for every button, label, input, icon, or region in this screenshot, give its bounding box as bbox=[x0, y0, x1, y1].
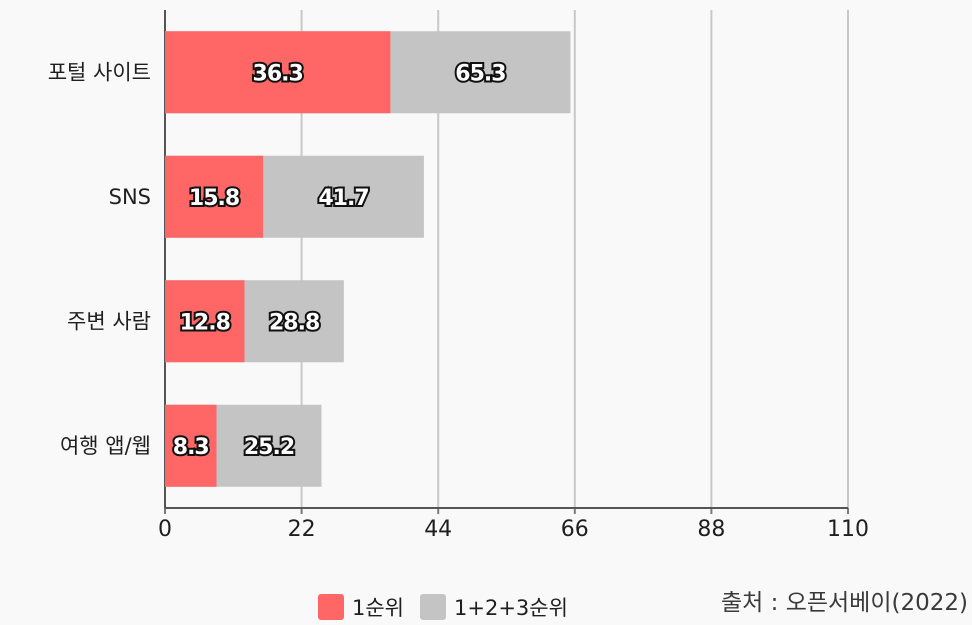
bar-first-2 bbox=[165, 280, 245, 363]
bar-chart: 0 22 44 66 88 110 포털 사이트 36.3 65.3 SNS 15.8 41.7 주변 … bbox=[48, 10, 869, 542]
legend-item-top3-rank: 1+2+3순위 bbox=[420, 592, 568, 622]
tick-label-x-0: 0 bbox=[158, 517, 172, 542]
legend-label-top3-rank: 1+2+3순위 bbox=[454, 596, 568, 620]
data-label-top3-2: 28.8 bbox=[269, 310, 319, 335]
data-label-first-1: 15.8 bbox=[189, 186, 239, 211]
data-label-top3-0: 65.3 bbox=[455, 61, 505, 86]
category-label-3: 여행 앱/웹 bbox=[60, 434, 151, 458]
category-label-1: SNS bbox=[109, 185, 151, 209]
source-note: 출처 : 오픈서베이(2022) bbox=[721, 590, 968, 616]
data-label-first-2: 12.8 bbox=[180, 310, 230, 335]
data-label-first-0: 36.3 bbox=[253, 61, 303, 86]
tick-label-x-44: 44 bbox=[424, 517, 452, 542]
category-label-0: 포털 사이트 bbox=[48, 60, 151, 84]
tick-label-x-88: 88 bbox=[697, 517, 725, 542]
legend-item-first-rank: 1순위 bbox=[318, 592, 404, 622]
bar-first-1 bbox=[165, 155, 264, 238]
chart-legend: 1순위 1+2+3순위 bbox=[318, 592, 568, 622]
tick-label-x-22: 22 bbox=[288, 517, 316, 542]
data-label-first-3: 8.3 bbox=[173, 435, 209, 460]
tick-label-x-110: 110 bbox=[827, 517, 869, 542]
category-label-2: 주변 사람 bbox=[67, 309, 151, 333]
bar-first-0 bbox=[165, 31, 391, 114]
tick-label-x-66: 66 bbox=[561, 517, 589, 542]
legend-swatch-top3-rank bbox=[420, 594, 447, 620]
data-label-top3-1: 41.7 bbox=[318, 186, 368, 211]
data-label-top3-3: 25.2 bbox=[244, 435, 294, 460]
legend-label-first-rank: 1순위 bbox=[352, 596, 405, 620]
bar-first-3 bbox=[165, 404, 217, 487]
legend-swatch-first-rank bbox=[318, 594, 344, 620]
